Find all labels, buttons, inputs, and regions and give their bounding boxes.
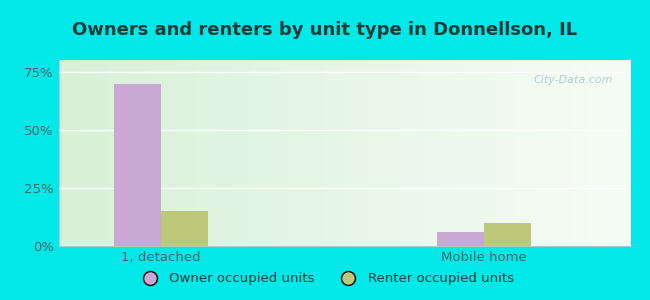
Bar	[484, 223, 531, 246]
Bar	[161, 211, 208, 246]
Bar	[114, 84, 161, 246]
Bar	[437, 232, 484, 246]
Text: City-Data.com: City-Data.com	[534, 75, 614, 85]
Text: Owners and renters by unit type in Donnellson, IL: Owners and renters by unit type in Donne…	[72, 21, 578, 39]
Legend: Owner occupied units, Renter occupied units: Owner occupied units, Renter occupied un…	[131, 267, 519, 290]
